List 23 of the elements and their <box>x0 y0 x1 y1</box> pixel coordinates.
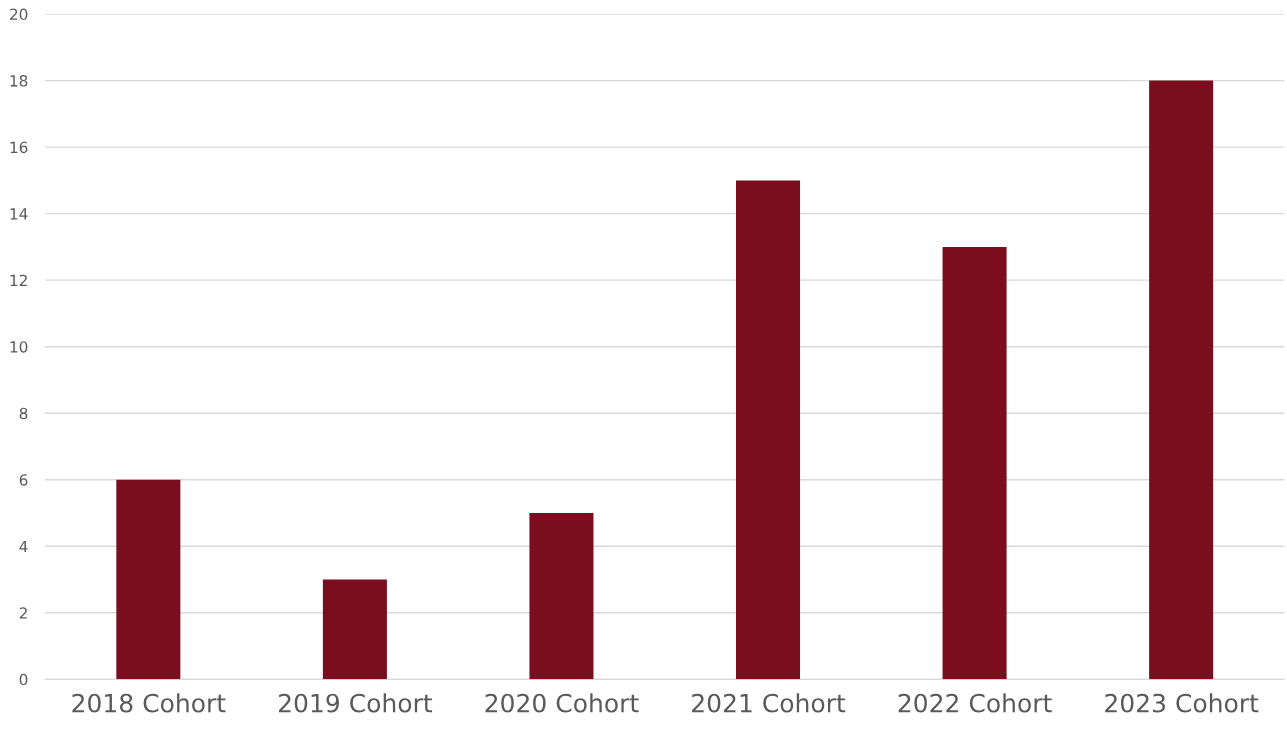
y-tick-label: 4 <box>19 540 28 553</box>
y-tick-label: 10 <box>10 341 28 353</box>
bar <box>322 579 387 680</box>
y-tick-label: 14 <box>10 208 28 220</box>
x-tick-label: 2023 Cohort <box>1105 693 1259 713</box>
x-tick-label: 2022 Cohort <box>898 693 1052 713</box>
y-tick-label: 18 <box>10 75 28 87</box>
x-tick-label: 2020 Cohort <box>485 693 639 713</box>
bar <box>1149 80 1214 680</box>
y-tick-label: 16 <box>10 141 28 154</box>
x-tick-label: 2019 Cohort <box>278 693 433 713</box>
y-tick-label: 20 <box>10 8 28 21</box>
y-tick-label: 12 <box>10 274 27 286</box>
bar <box>116 479 181 680</box>
y-tick-label: 6 <box>19 474 28 486</box>
bar <box>736 180 801 680</box>
y-tick-label: 2 <box>19 607 27 619</box>
x-tick-label: 2018 Cohort <box>72 693 226 713</box>
y-tick-label: 8 <box>19 407 28 420</box>
x-tick-label: 2021 Cohort <box>692 693 846 713</box>
bar <box>942 246 1007 680</box>
bar <box>529 513 594 680</box>
y-tick-label: 0 <box>19 673 28 686</box>
